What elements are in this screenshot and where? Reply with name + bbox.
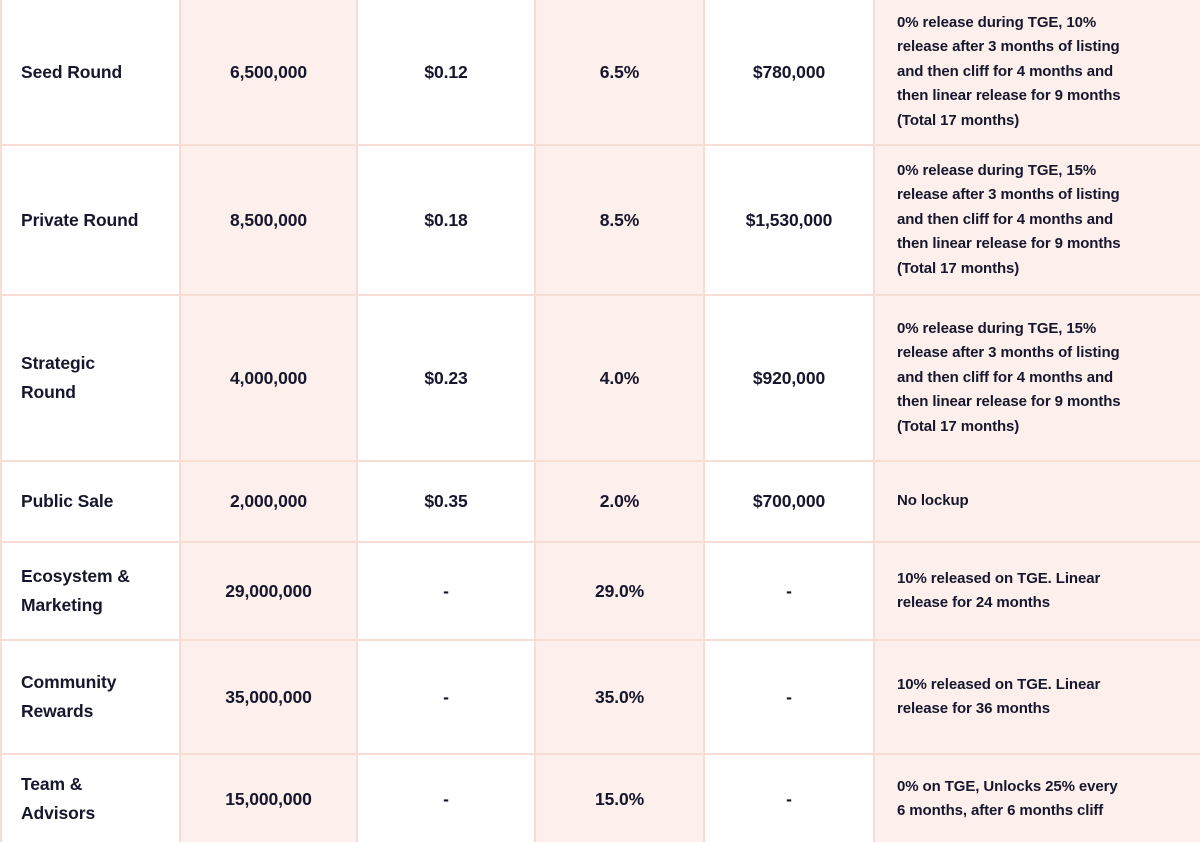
vesting-schedule: 0% on TGE, Unlocks 25% every 6 months, a…: [875, 755, 1200, 842]
row-seed-round: Seed Round 6,500,000 $0.12 6.5% $780,000…: [0, 0, 1200, 146]
token-amount: 15,000,000: [181, 755, 358, 842]
raised-amount: $780,000: [705, 0, 875, 146]
token-amount: 29,000,000: [181, 543, 358, 641]
supply-percent: 2.0%: [536, 462, 705, 543]
supply-percent: 29.0%: [536, 543, 705, 641]
raised-amount: $700,000: [705, 462, 875, 543]
token-amount: 4,000,000: [181, 296, 358, 462]
row-ecosystem-marketing: Ecosystem & Marketing 29,000,000 - 29.0%…: [0, 543, 1200, 641]
row-public-sale: Public Sale 2,000,000 $0.35 2.0% $700,00…: [0, 462, 1200, 543]
vesting-schedule: 0% release during TGE, 15% release after…: [875, 146, 1200, 296]
row-community-rewards: Community Rewards 35,000,000 - 35.0% - 1…: [0, 641, 1200, 755]
raised-amount: -: [705, 641, 875, 755]
allocation-name: Strategic Round: [0, 296, 181, 462]
allocation-name: Ecosystem & Marketing: [0, 543, 181, 641]
allocation-name: Seed Round: [0, 0, 181, 146]
token-amount: 35,000,000: [181, 641, 358, 755]
token-amount: 2,000,000: [181, 462, 358, 543]
token-price: $0.18: [358, 146, 536, 296]
vesting-schedule: 10% released on TGE. Linear release for …: [875, 543, 1200, 641]
vesting-schedule: 0% release during TGE, 10% release after…: [875, 0, 1200, 146]
vesting-schedule: 0% release during TGE, 15% release after…: [875, 296, 1200, 462]
vesting-schedule: No lockup: [875, 462, 1200, 543]
token-price: -: [358, 543, 536, 641]
vesting-schedule: 10% released on TGE. Linear release for …: [875, 641, 1200, 755]
row-private-round: Private Round 8,500,000 $0.18 8.5% $1,53…: [0, 146, 1200, 296]
supply-percent: 35.0%: [536, 641, 705, 755]
allocation-name: Public Sale: [0, 462, 181, 543]
supply-percent: 6.5%: [536, 0, 705, 146]
token-price: $0.12: [358, 0, 536, 146]
raised-amount: $1,530,000: [705, 146, 875, 296]
allocation-name: Private Round: [0, 146, 181, 296]
supply-percent: 8.5%: [536, 146, 705, 296]
token-price: $0.23: [358, 296, 536, 462]
allocation-name: Team & Advisors: [0, 755, 181, 842]
token-amount: 6,500,000: [181, 0, 358, 146]
raised-amount: -: [705, 543, 875, 641]
row-strategic-round: Strategic Round 4,000,000 $0.23 4.0% $92…: [0, 296, 1200, 462]
token-amount: 8,500,000: [181, 146, 358, 296]
token-price: -: [358, 641, 536, 755]
token-price: $0.35: [358, 462, 536, 543]
raised-amount: -: [705, 755, 875, 842]
token-price: -: [358, 755, 536, 842]
allocation-name: Community Rewards: [0, 641, 181, 755]
supply-percent: 15.0%: [536, 755, 705, 842]
raised-amount: $920,000: [705, 296, 875, 462]
row-team-advisors: Team & Advisors 15,000,000 - 15.0% - 0% …: [0, 755, 1200, 842]
supply-percent: 4.0%: [536, 296, 705, 462]
